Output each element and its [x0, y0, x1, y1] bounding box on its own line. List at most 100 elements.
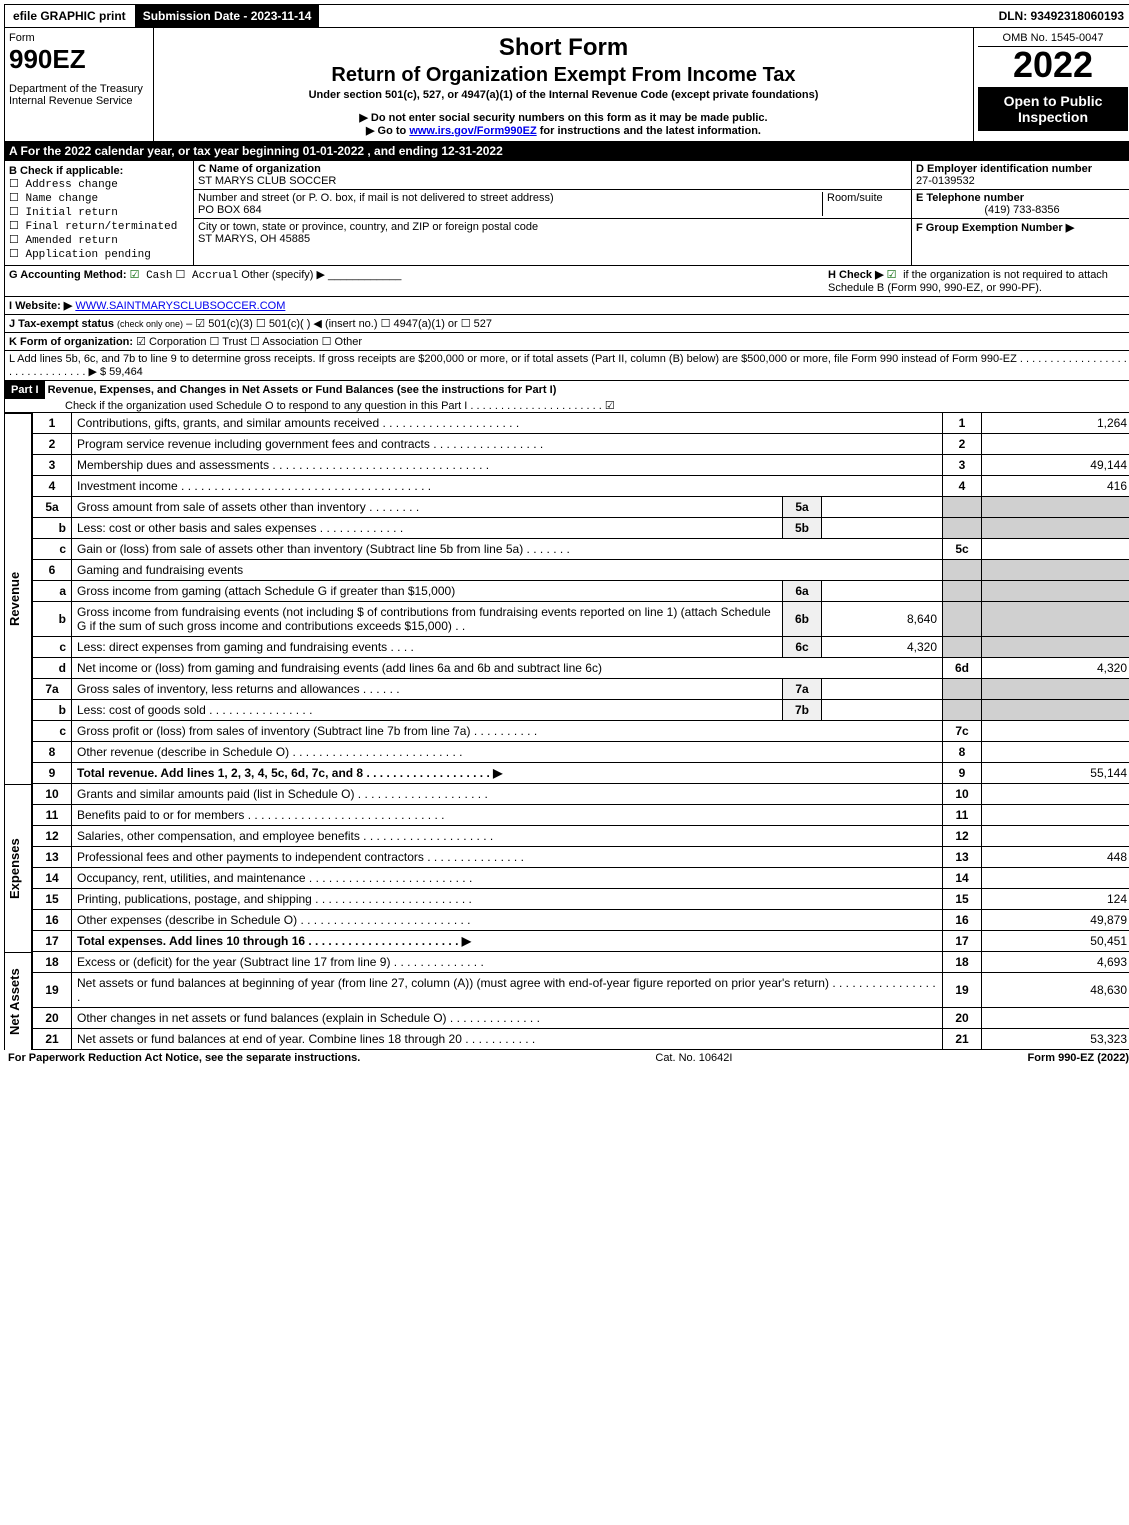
table-row: cLess: direct expenses from gaming and f… [33, 637, 1129, 658]
org-city: ST MARYS, OH 45885 [198, 233, 310, 245]
table-row: bLess: cost or other basis and sales exp… [33, 518, 1129, 539]
other-specify: Other (specify) ▶ [241, 269, 325, 281]
expenses-block: Expenses 10Grants and similar amounts pa… [4, 784, 1129, 952]
table-row: 5aGross amount from sale of assets other… [33, 497, 1129, 518]
part1-title: Revenue, Expenses, and Changes in Net As… [48, 384, 557, 396]
efile-print-button[interactable]: efile GRAPHIC print [5, 5, 135, 27]
footer-right: Form 990-EZ (2022) [1028, 1052, 1129, 1064]
revenue-table: 1Contributions, gifts, grants, and simil… [32, 413, 1129, 784]
table-row: 9Total revenue. Add lines 1, 2, 3, 4, 5c… [33, 763, 1129, 784]
title-return: Return of Organization Exempt From Incom… [158, 64, 969, 87]
col-b: B Check if applicable: Address change Na… [5, 161, 194, 265]
form-number: 990EZ [9, 44, 149, 75]
footer-mid: Cat. No. 10642I [655, 1052, 732, 1064]
table-row: 19Net assets or fund balances at beginni… [33, 973, 1129, 1008]
expenses-table: 10Grants and similar amounts paid (list … [32, 784, 1129, 952]
org-name: ST MARYS CLUB SOCCER [198, 175, 336, 187]
top-bar: efile GRAPHIC print Submission Date - 20… [4, 4, 1129, 28]
ein-value: 27-0139532 [916, 175, 975, 187]
section-bcdef: B Check if applicable: Address change Na… [4, 161, 1129, 266]
tel-label: E Telephone number [916, 192, 1024, 204]
table-row: bLess: cost of goods sold . . . . . . . … [33, 700, 1129, 721]
section-gh: G Accounting Method: Cash Accrual Other … [4, 266, 1129, 297]
j-label: J Tax-exempt status [9, 318, 114, 330]
col-d: D Employer identification number 27-0139… [911, 161, 1129, 265]
tax-year: 2022 [978, 47, 1128, 83]
table-row: bGross income from fundraising events (n… [33, 602, 1129, 637]
subtitle-under-section: Under section 501(c), 527, or 4947(a)(1)… [158, 89, 969, 101]
check-application-pending[interactable]: Application pending [9, 247, 189, 261]
table-row: 7aGross sales of inventory, less returns… [33, 679, 1129, 700]
c-city-label: City or town, state or province, country… [198, 221, 538, 233]
part1-check: Check if the organization used Schedule … [5, 400, 615, 412]
tel-value: (419) 733-8356 [916, 204, 1128, 216]
g-label: G Accounting Method: [9, 269, 127, 281]
table-row: 21Net assets or fund balances at end of … [33, 1029, 1129, 1050]
l-value: 59,464 [109, 366, 143, 378]
table-row: 14Occupancy, rent, utilities, and mainte… [33, 868, 1129, 889]
k-label: K Form of organization: [9, 336, 133, 348]
dept-label: Department of the Treasury Internal Reve… [9, 83, 149, 107]
page-footer: For Paperwork Reduction Act Notice, see … [4, 1050, 1129, 1066]
check-initial-return[interactable]: Initial return [9, 205, 189, 219]
room-suite-label: Room/suite [823, 192, 907, 216]
i-label: I Website: ▶ [9, 300, 72, 312]
check-name-change[interactable]: Name change [9, 191, 189, 205]
col-c: C Name of organization ST MARYS CLUB SOC… [194, 161, 911, 265]
revenue-vlabel: Revenue [4, 413, 32, 784]
netassets-table: 18Excess or (deficit) for the year (Subt… [32, 952, 1129, 1050]
check-cash[interactable]: Cash [130, 270, 173, 282]
submission-date-button[interactable]: Submission Date - 2023-11-14 [135, 5, 321, 27]
revenue-block: Revenue 1Contributions, gifts, grants, a… [4, 413, 1129, 784]
row-a-calendar-year: A For the 2022 calendar year, or tax yea… [4, 142, 1129, 161]
subtitle-goto: ▶ Go to www.irs.gov/Form990EZ for instru… [158, 124, 969, 137]
j-note: (check only one) [117, 319, 183, 329]
table-row: 3Membership dues and assessments . . . .… [33, 455, 1129, 476]
table-row: 11Benefits paid to or for members . . . … [33, 805, 1129, 826]
footer-left: For Paperwork Reduction Act Notice, see … [8, 1052, 360, 1064]
table-row: 18Excess or (deficit) for the year (Subt… [33, 952, 1129, 973]
org-street: PO BOX 684 [198, 204, 262, 216]
part1-header-row: Part I Revenue, Expenses, and Changes in… [4, 381, 1129, 413]
h-label: H Check ▶ [828, 269, 884, 281]
expenses-vlabel: Expenses [4, 784, 32, 952]
k-options: ☑ Corporation ☐ Trust ☐ Association ☐ Ot… [136, 336, 362, 348]
table-row: 2Program service revenue including gover… [33, 434, 1129, 455]
netassets-block: Net Assets 18Excess or (deficit) for the… [4, 952, 1129, 1050]
table-row: 17Total expenses. Add lines 10 through 1… [33, 931, 1129, 952]
c-name-label: C Name of organization [198, 163, 321, 175]
table-row: cGross profit or (loss) from sales of in… [33, 721, 1129, 742]
group-exemption-label: F Group Exemption Number ▶ [916, 222, 1074, 234]
table-row: dNet income or (loss) from gaming and fu… [33, 658, 1129, 679]
title-short-form: Short Form [158, 34, 969, 62]
check-address-change[interactable]: Address change [9, 177, 189, 191]
check-accrual[interactable]: Accrual [176, 270, 239, 282]
netassets-vlabel: Net Assets [4, 952, 32, 1050]
j-options: – ☑ 501(c)(3) ☐ 501(c)( ) ◀ (insert no.)… [186, 318, 492, 330]
section-l: L Add lines 5b, 6c, and 7b to line 9 to … [4, 351, 1129, 381]
table-row: 6Gaming and fundraising events [33, 560, 1129, 581]
table-row: aGross income from gaming (attach Schedu… [33, 581, 1129, 602]
open-to-public: Open to Public Inspection [978, 87, 1128, 131]
section-j: J Tax-exempt status (check only one) – ☑… [4, 315, 1129, 333]
table-row: 4Investment income . . . . . . . . . . .… [33, 476, 1129, 497]
website-link[interactable]: WWW.SAINTMARYSCLUBSOCCER.COM [75, 300, 285, 312]
part1-label: Part I [5, 381, 45, 399]
c-street-label: Number and street (or P. O. box, if mail… [198, 192, 554, 204]
l-text: L Add lines 5b, 6c, and 7b to line 9 to … [9, 353, 1127, 378]
table-row: 8Other revenue (describe in Schedule O) … [33, 742, 1129, 763]
check-amended-return[interactable]: Amended return [9, 233, 189, 247]
form-label: Form [9, 32, 149, 44]
table-row: 15Printing, publications, postage, and s… [33, 889, 1129, 910]
check-schedule-b[interactable] [887, 270, 903, 282]
table-row: 16Other expenses (describe in Schedule O… [33, 910, 1129, 931]
irs-link[interactable]: www.irs.gov/Form990EZ [409, 125, 536, 137]
form-header: Form 990EZ Department of the Treasury In… [4, 28, 1129, 142]
col-b-label: B Check if applicable: [9, 165, 189, 177]
subtitle-ssn-warning: ▶ Do not enter social security numbers o… [158, 111, 969, 124]
section-i: I Website: ▶ WWW.SAINTMARYSCLUBSOCCER.CO… [4, 297, 1129, 315]
table-row: 20Other changes in net assets or fund ba… [33, 1008, 1129, 1029]
check-final-return[interactable]: Final return/terminated [9, 219, 189, 233]
ein-label: D Employer identification number [916, 163, 1092, 175]
table-row: 13Professional fees and other payments t… [33, 847, 1129, 868]
